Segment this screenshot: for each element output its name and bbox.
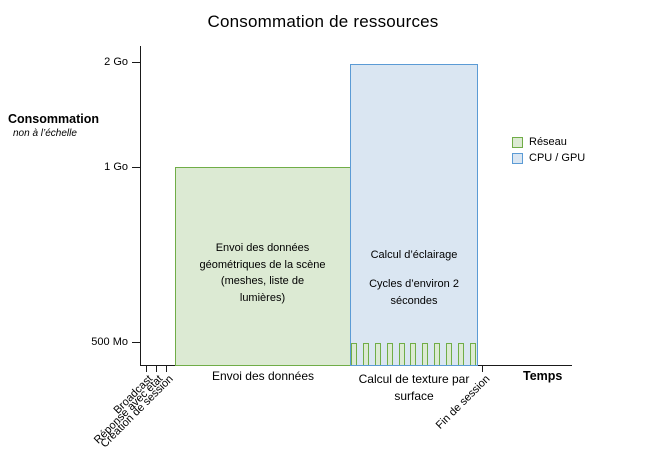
x-tick-fin-session bbox=[482, 365, 483, 372]
x-phase-label-calcul-texture: Calcul de texture par surface bbox=[358, 372, 470, 404]
chart-title: Consommation de ressources bbox=[207, 12, 439, 31]
y-axis-scale-note: non à l’échelle bbox=[13, 128, 77, 139]
cpu-gpu-annotation-line2: Cycles d’environ 2 sécondes bbox=[369, 278, 459, 307]
network-spike bbox=[458, 343, 465, 365]
cpu-gpu-annotation-line1: Calcul d’éclairage bbox=[370, 249, 458, 261]
y-axis-line bbox=[140, 46, 141, 366]
y-tick-label-2go: 2 Go bbox=[104, 56, 128, 68]
network-spike bbox=[469, 343, 476, 365]
y-tick-label-1go: 1 Go bbox=[104, 161, 128, 173]
network-spike bbox=[351, 343, 357, 365]
network-spike bbox=[434, 343, 441, 365]
network-spike bbox=[386, 343, 393, 365]
y-axis-title: Consommation non à l’échelle bbox=[8, 112, 126, 139]
cpu-gpu-area-calcul bbox=[350, 64, 478, 366]
network-spikes bbox=[351, 343, 476, 365]
y-tick-500mo bbox=[132, 342, 141, 343]
legend-item-cpu-gpu: CPU / GPU bbox=[512, 152, 585, 164]
reseau-area-annotation: Envoi des données géométriques de la scè… bbox=[199, 242, 326, 304]
x-phase-label-envoi-donnees: Envoi des données bbox=[211, 369, 315, 383]
legend-label-reseau: Réseau bbox=[529, 136, 567, 148]
network-spike bbox=[398, 343, 405, 365]
legend-label-cpu-gpu: CPU / GPU bbox=[529, 152, 586, 164]
y-axis-label: Consommation bbox=[8, 112, 99, 126]
legend-item-reseau: Réseau bbox=[512, 136, 585, 148]
x-tick-creation bbox=[166, 365, 167, 372]
x-axis-label-temps: Temps bbox=[523, 369, 563, 383]
network-spike bbox=[422, 343, 429, 365]
y-tick-1go bbox=[132, 167, 141, 168]
network-spike bbox=[374, 343, 381, 365]
x-tick-broadcast bbox=[146, 365, 147, 372]
x-tick-reponse bbox=[156, 365, 157, 372]
legend-swatch-cpu-gpu bbox=[512, 152, 523, 164]
y-tick-label-500mo: 500 Mo bbox=[91, 336, 128, 348]
legend-swatch-reseau bbox=[512, 136, 523, 148]
network-spike bbox=[362, 343, 369, 365]
network-spike bbox=[446, 343, 453, 365]
legend: Réseau CPU / GPU bbox=[512, 136, 585, 168]
network-spike bbox=[410, 343, 417, 365]
y-tick-2go bbox=[132, 62, 141, 63]
reseau-area-envoi-donnees bbox=[175, 167, 351, 366]
